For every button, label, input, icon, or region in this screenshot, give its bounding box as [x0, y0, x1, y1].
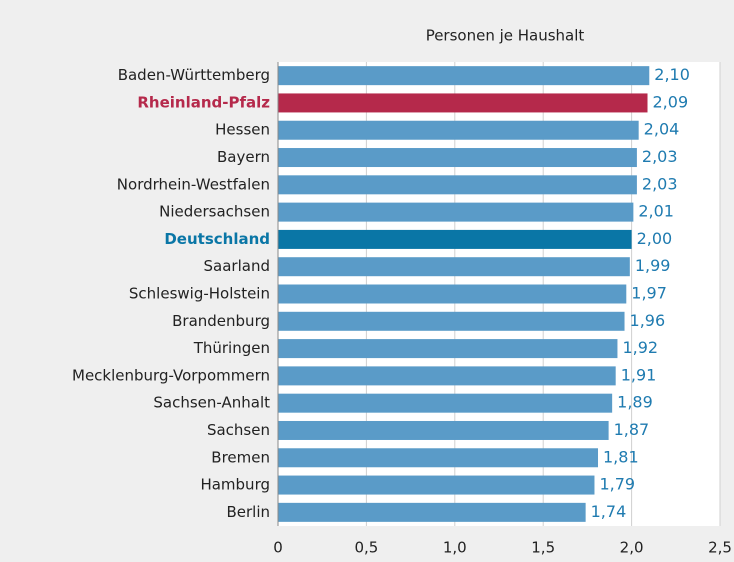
x-tick-label: 0,5	[354, 539, 378, 557]
bar	[278, 366, 616, 386]
value-label: 2,03	[642, 147, 678, 166]
value-label: 1,89	[617, 393, 653, 412]
category-label: Bayern	[217, 148, 270, 166]
bar	[278, 229, 632, 249]
value-label: 1,99	[635, 256, 671, 275]
value-label: 2,01	[638, 202, 674, 221]
category-label: Hessen	[215, 121, 270, 139]
value-label: 1,81	[603, 447, 639, 466]
bar	[278, 202, 634, 222]
bar	[278, 66, 650, 86]
x-tick-label: 0	[273, 539, 283, 557]
bar	[278, 502, 586, 522]
value-label: 2,09	[653, 92, 689, 111]
category-label: Baden-Württemberg	[118, 66, 270, 84]
value-label: 2,03	[642, 174, 678, 193]
value-label: 1,97	[631, 284, 667, 303]
bar	[278, 311, 625, 331]
category-label: Schleswig-Holstein	[129, 285, 270, 303]
category-label: Sachsen	[207, 421, 270, 439]
category-label: Deutschland	[164, 230, 270, 248]
category-label: Thüringen	[193, 339, 270, 357]
value-label: 2,00	[637, 229, 673, 248]
value-label: 1,74	[591, 502, 627, 521]
category-label: Rheinland-Pfalz	[137, 93, 270, 111]
category-label: Brandenburg	[172, 312, 270, 330]
value-label: 2,10	[654, 65, 690, 84]
bar	[278, 257, 630, 277]
value-label: 1,92	[622, 338, 658, 357]
x-tick-label: 2,5	[708, 539, 732, 557]
value-label: 1,96	[630, 311, 666, 330]
bar	[278, 175, 637, 195]
bar	[278, 339, 618, 359]
category-label: Bremen	[211, 448, 270, 466]
category-label: Niedersachsen	[159, 203, 270, 221]
category-label: Saarland	[204, 257, 270, 275]
x-tick-label: 1,0	[443, 539, 467, 557]
value-label: 1,79	[599, 475, 635, 494]
category-label: Nordrhein-Westfalen	[117, 175, 270, 193]
value-label: 2,04	[644, 120, 680, 139]
axis-label: Personen je Haushalt	[426, 27, 585, 45]
bar	[278, 120, 639, 140]
bar	[278, 148, 637, 168]
category-label: Mecklenburg-Vorpommern	[72, 366, 270, 384]
category-label: Hamburg	[200, 476, 270, 494]
value-label: 1,91	[621, 365, 657, 384]
bar	[278, 284, 627, 304]
bar	[278, 93, 648, 113]
category-label: Sachsen-Anhalt	[153, 394, 270, 412]
x-tick-label: 2,0	[620, 539, 644, 557]
bar	[278, 475, 595, 495]
bar	[278, 393, 613, 413]
value-label: 1,87	[614, 420, 650, 439]
x-tick-label: 1,5	[531, 539, 555, 557]
category-label: Berlin	[226, 503, 270, 521]
bar	[278, 448, 599, 468]
bar	[278, 420, 609, 440]
